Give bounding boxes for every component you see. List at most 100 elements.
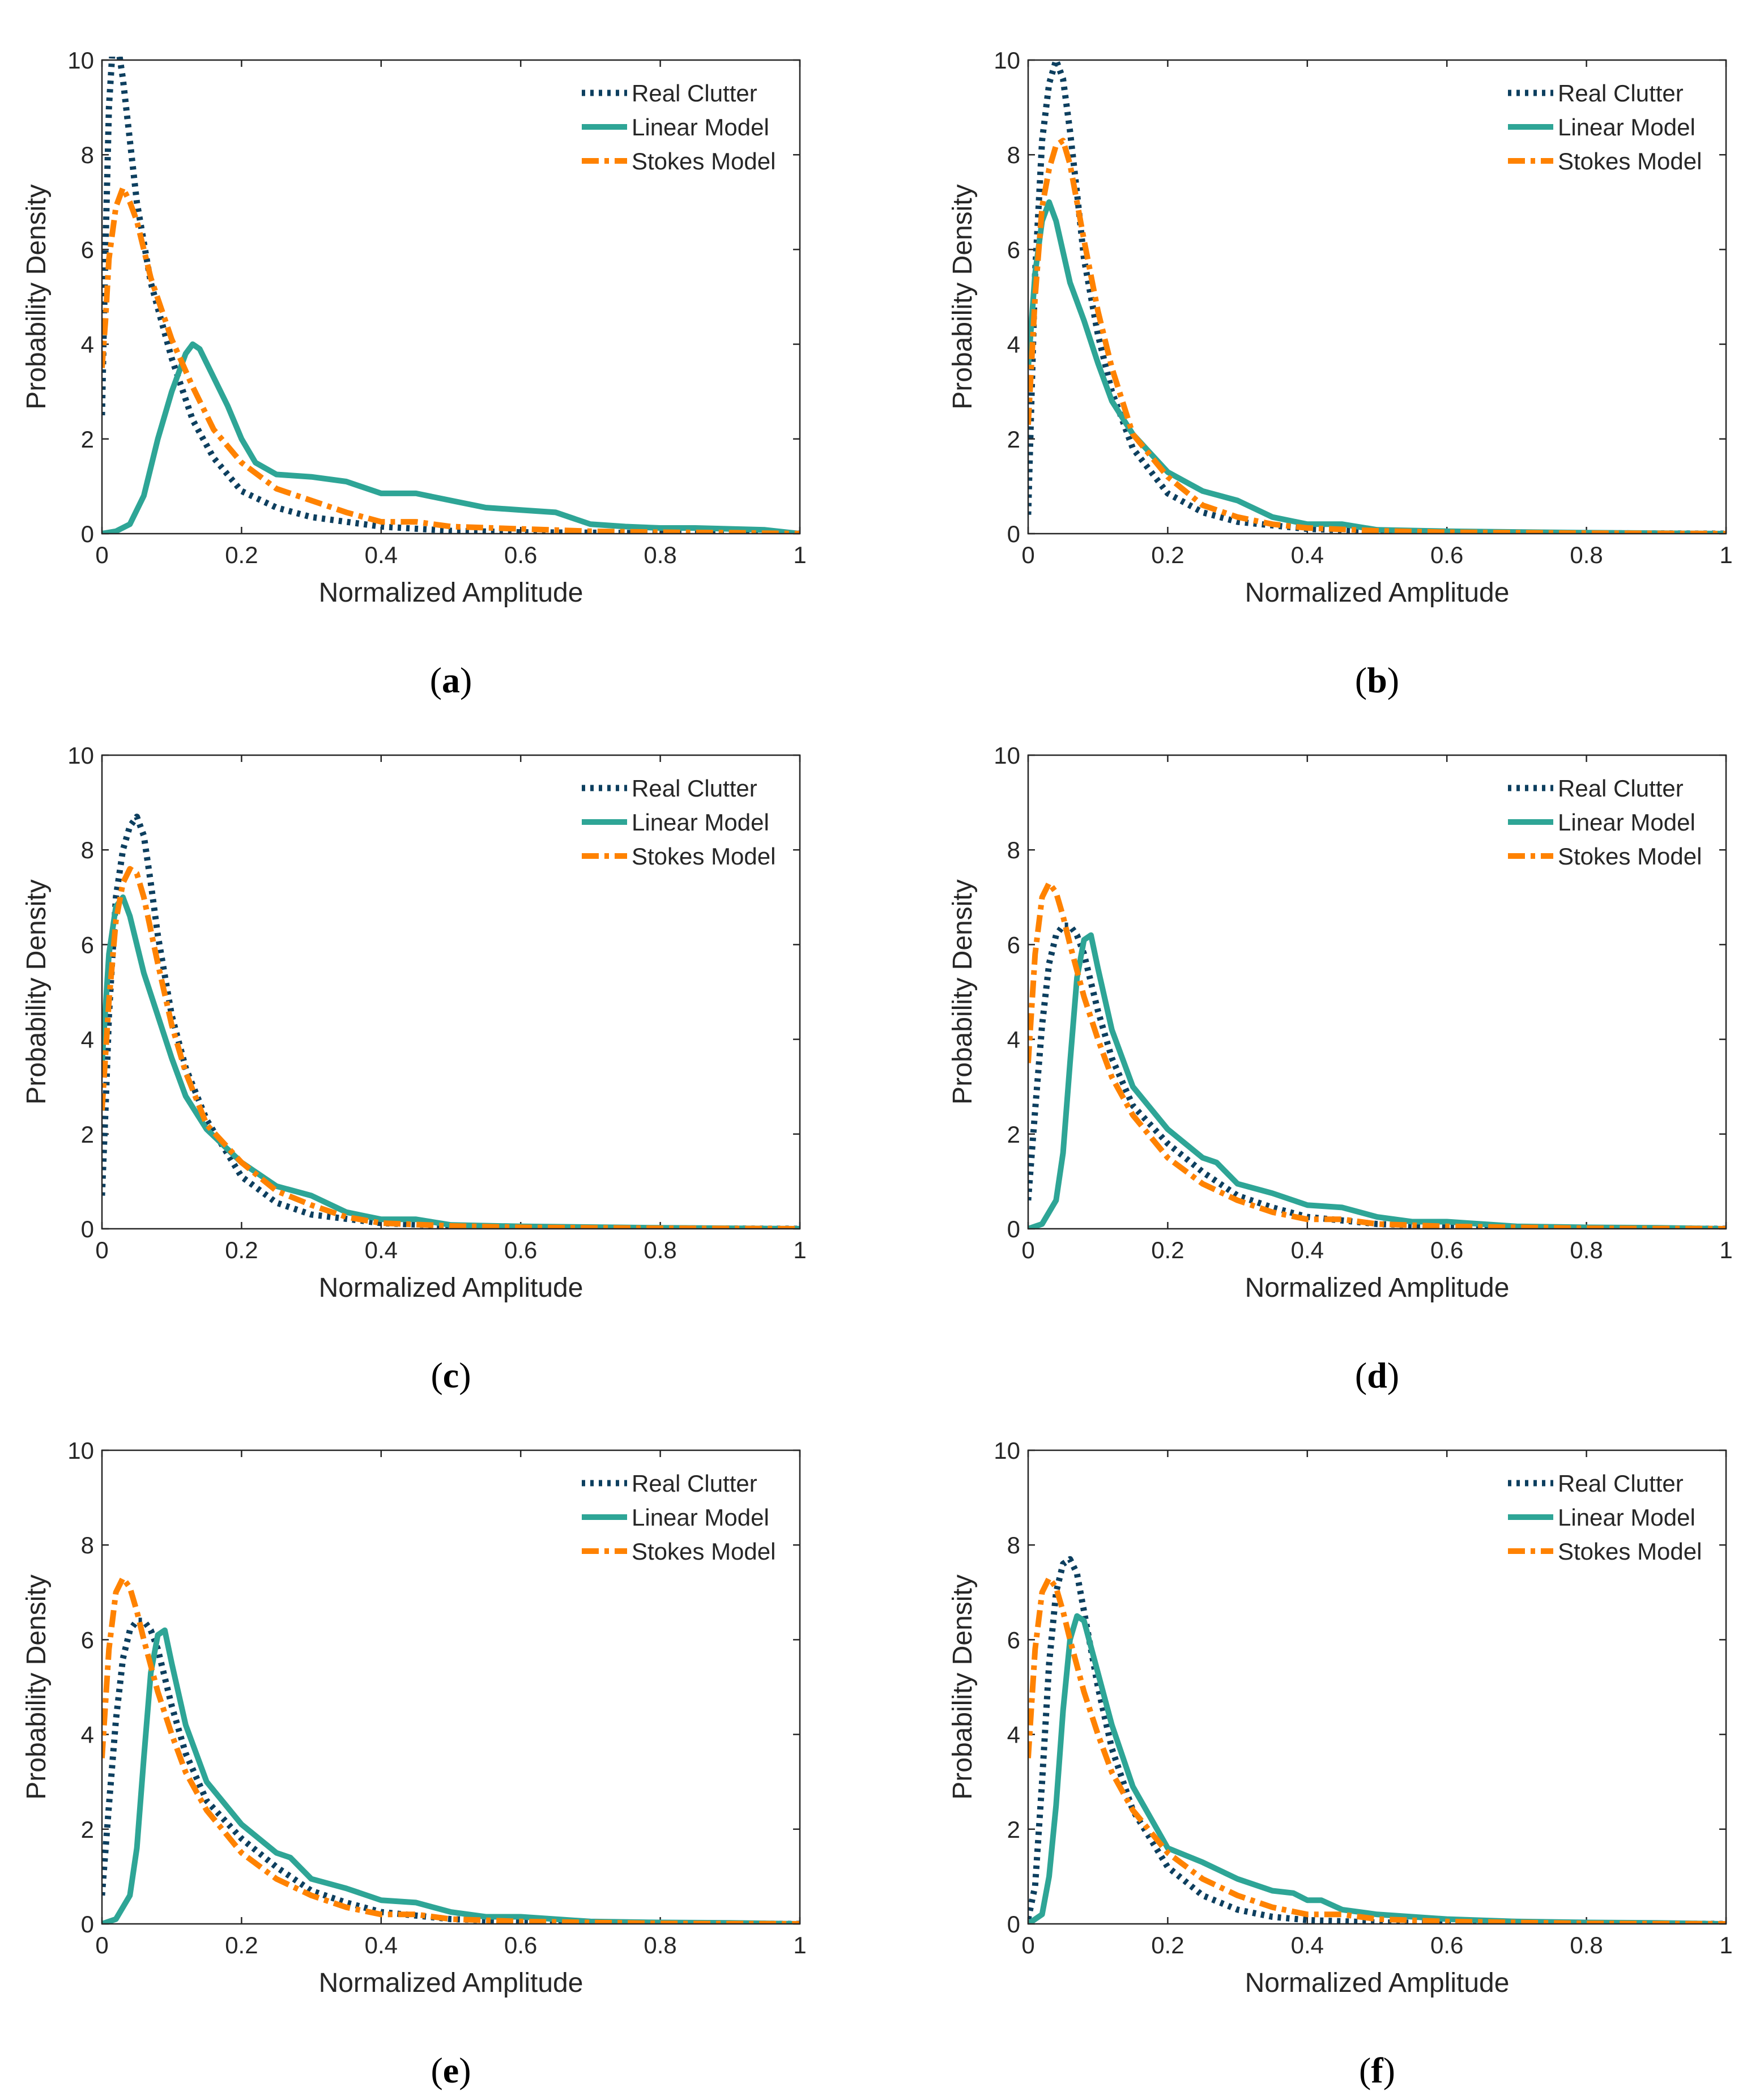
x-tick-label: 0.8 xyxy=(644,1932,676,1958)
x-tick-label: 0.2 xyxy=(1151,1237,1184,1263)
legend: Real Clutter Linear Model Stokes Model xyxy=(1508,775,1702,870)
series-line-real-clutter xyxy=(102,814,800,1229)
y-axis-label: Probability Density xyxy=(948,1574,978,1800)
series-line-real-clutter xyxy=(102,1617,800,1924)
y-axis-label: Probability Density xyxy=(22,184,52,410)
axes-box xyxy=(1027,1449,1727,1925)
panel-letter: c xyxy=(443,1355,459,1395)
series-line-stokes-model xyxy=(102,185,800,534)
y-tick-label: 8 xyxy=(81,142,94,168)
legend-label: Stokes Model xyxy=(632,843,776,870)
panel-letter: b xyxy=(1367,660,1387,700)
legend-label: Real Clutter xyxy=(632,80,757,107)
x-tick-label: 1 xyxy=(793,1932,806,1958)
y-axis-label: Probability Density xyxy=(22,1574,52,1800)
y-tick-label: 4 xyxy=(81,331,94,358)
x-tick-label: 0.8 xyxy=(1570,542,1603,568)
series-line-real-clutter xyxy=(1028,1556,1726,1924)
legend: Real Clutter Linear Model Stokes Model xyxy=(582,775,776,870)
y-tick-label: 6 xyxy=(1007,236,1020,263)
axes-box xyxy=(1027,59,1727,535)
x-axis-label: Normalized Amplitude xyxy=(1245,1968,1510,1998)
legend: Real Clutter Linear Model Stokes Model xyxy=(582,1470,776,1565)
y-tick-label: 8 xyxy=(1007,837,1020,863)
series-line-stokes-model xyxy=(1028,880,1726,1229)
series-line-linear-model xyxy=(1028,199,1726,534)
y-tick-label: 10 xyxy=(994,1437,1020,1464)
y-tick-label: 4 xyxy=(1007,1722,1020,1748)
x-tick-label: 0.2 xyxy=(225,1932,258,1958)
panel-letter: e xyxy=(443,2050,459,2090)
y-tick-label: 0 xyxy=(81,521,94,547)
x-axis-label: Normalized Amplitude xyxy=(1245,1273,1510,1303)
panel-letter: f xyxy=(1371,2050,1383,2090)
y-tick-label: 0 xyxy=(1007,1216,1020,1242)
x-tick-label: 0.2 xyxy=(225,542,258,568)
y-tick-label: 2 xyxy=(81,1816,94,1843)
axes-box xyxy=(1027,754,1727,1230)
axes-box xyxy=(101,1449,801,1925)
panel-caption: (b) xyxy=(1355,660,1399,700)
panel-caption: (e) xyxy=(431,2050,471,2090)
legend-label: Real Clutter xyxy=(1558,1470,1684,1497)
x-tick-label: 0.4 xyxy=(365,1932,398,1958)
axes-box xyxy=(101,754,801,1230)
panel-caption: (a) xyxy=(430,660,472,700)
y-axis-label: Probability Density xyxy=(22,879,52,1105)
x-tick-label: 1 xyxy=(793,1237,806,1263)
y-tick-label: 4 xyxy=(81,1722,94,1748)
x-axis-label: Normalized Amplitude xyxy=(319,1968,583,1998)
legend: Real Clutter Linear Model Stokes Model xyxy=(1508,1470,1702,1565)
panel-letter: d xyxy=(1367,1355,1387,1395)
legend-label: Stokes Model xyxy=(632,148,776,174)
x-tick-label: 0.6 xyxy=(504,542,537,568)
x-axis-label: Normalized Amplitude xyxy=(319,578,583,608)
series-line-linear-model xyxy=(102,894,800,1229)
y-tick-label: 10 xyxy=(67,1437,94,1464)
y-tick-label: 8 xyxy=(1007,142,1020,168)
y-tick-label: 6 xyxy=(81,236,94,263)
panel-caption: (d) xyxy=(1355,1355,1399,1395)
x-axis-label: Normalized Amplitude xyxy=(1245,578,1510,608)
y-tick-label: 6 xyxy=(1007,1626,1020,1653)
y-axis-label: Probability Density xyxy=(948,879,978,1105)
legend-label: Stokes Model xyxy=(1558,148,1702,174)
legend-label: Stokes Model xyxy=(1558,843,1702,870)
x-tick-label: 0.6 xyxy=(504,1932,537,1958)
series-line-linear-model xyxy=(102,1627,800,1924)
y-tick-label: 0 xyxy=(81,1911,94,1937)
y-tick-label: 10 xyxy=(67,742,94,769)
x-tick-label: 0.6 xyxy=(1430,542,1463,568)
y-tick-label: 4 xyxy=(1007,331,1020,358)
legend-label: Real Clutter xyxy=(1558,775,1684,802)
legend-label: Stokes Model xyxy=(632,1538,776,1565)
x-tick-label: 0.6 xyxy=(504,1237,537,1263)
x-tick-label: 1 xyxy=(1719,1932,1732,1958)
x-tick-label: 0 xyxy=(95,542,108,568)
y-tick-label: 0 xyxy=(81,1216,94,1242)
x-tick-label: 0.2 xyxy=(1151,542,1184,568)
series-line-stokes-model xyxy=(102,1575,800,1924)
y-tick-label: 6 xyxy=(81,931,94,958)
x-tick-label: 0.4 xyxy=(365,542,398,568)
legend-label: Real Clutter xyxy=(1558,80,1684,107)
legend-label: Linear Model xyxy=(632,809,769,836)
y-tick-label: 8 xyxy=(81,837,94,863)
x-axis-label: Normalized Amplitude xyxy=(319,1273,583,1303)
x-tick-label: 0.4 xyxy=(1291,1932,1324,1958)
y-tick-label: 2 xyxy=(1007,1121,1020,1148)
y-tick-label: 2 xyxy=(81,426,94,453)
x-tick-label: 1 xyxy=(1719,1237,1732,1263)
x-tick-label: 0.8 xyxy=(644,1237,676,1263)
x-tick-label: 0.4 xyxy=(1291,1237,1324,1263)
y-tick-label: 8 xyxy=(81,1532,94,1558)
x-tick-label: 0 xyxy=(1021,542,1034,568)
y-tick-label: 4 xyxy=(81,1027,94,1053)
legend-label: Linear Model xyxy=(1558,809,1695,836)
series-line-stokes-model xyxy=(1028,138,1726,534)
y-tick-label: 10 xyxy=(994,742,1020,769)
